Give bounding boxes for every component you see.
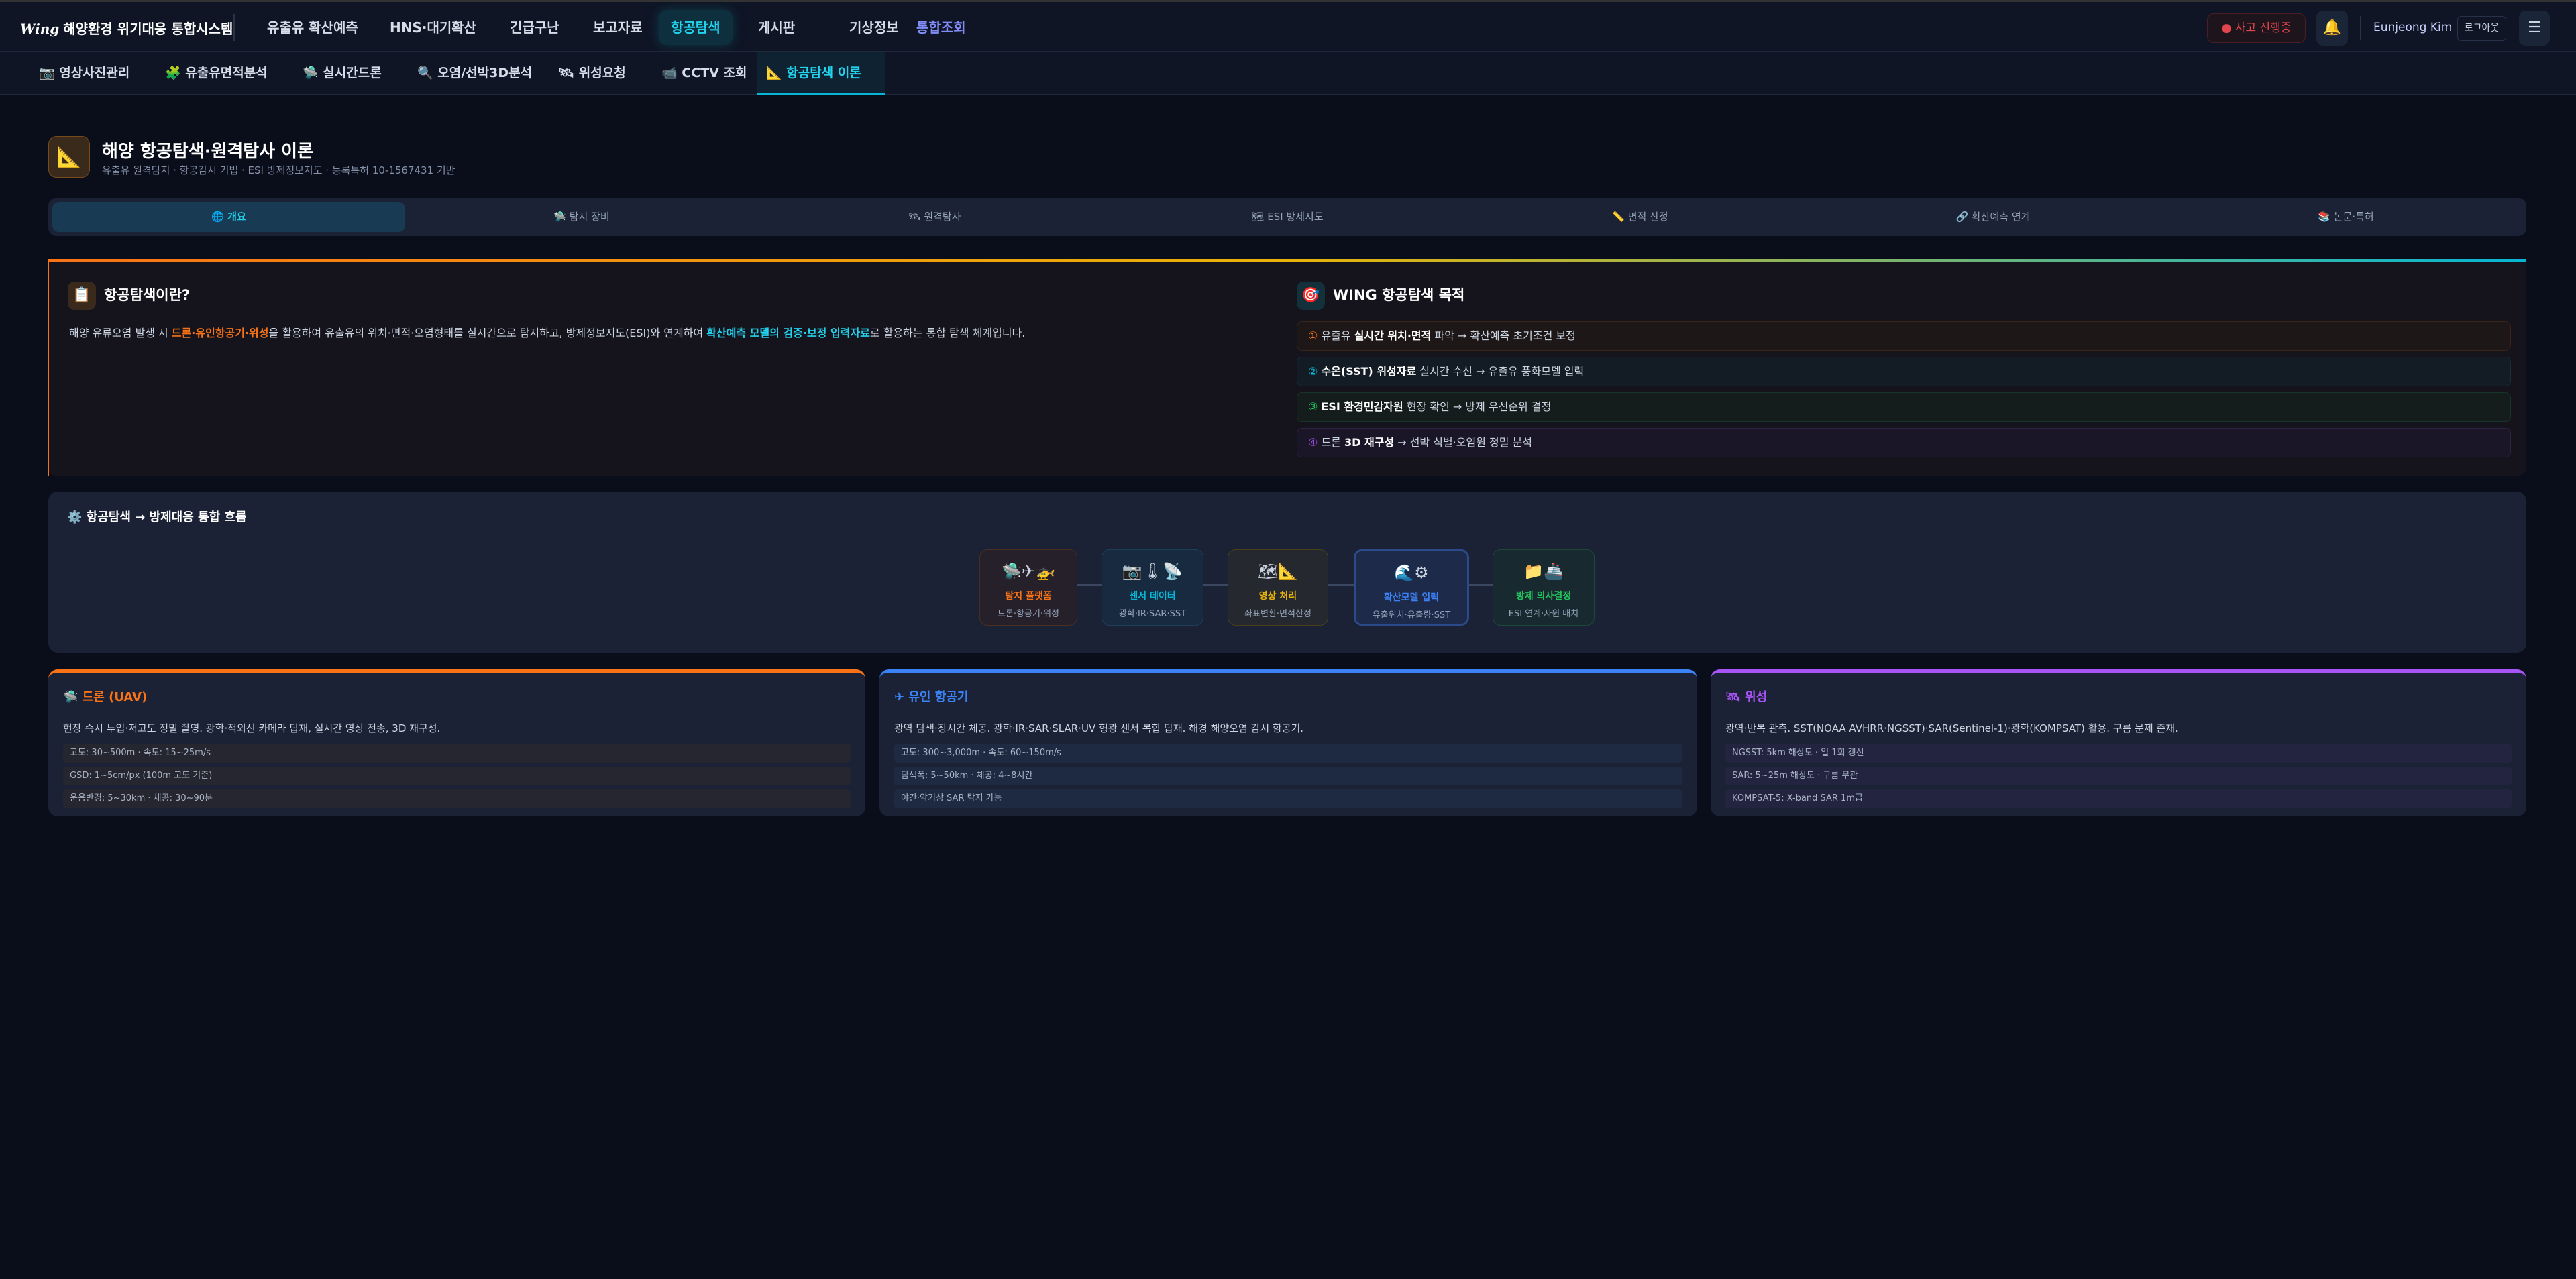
tab-overview[interactable]: 🌐 개요 [52, 202, 405, 232]
satellite-icon: 🛰 [558, 66, 575, 80]
flow-step: 🛸✈🚁 탐지 플랫폼 드론·항공기·위성 [979, 549, 1077, 626]
nav-rescue[interactable]: 긴급구난 [510, 19, 559, 36]
tab-prediction-link[interactable]: 🔗 확산예측 연계 [1955, 211, 2031, 223]
tab-area-calc[interactable]: 📏 면적 산정 [1612, 211, 1668, 223]
drone-icon: 🛸 [553, 211, 566, 223]
app-logo[interactable]: Wing 해양환경 위기대응 통합시스템 [20, 21, 233, 37]
sub-nav: 📷 영상사진관리 🧩 유출유면적분석 🛸 실시간드론 🔍 오염/선박3D분석 🛰… [0, 52, 2576, 95]
triangle-ruler-icon: 📐 [48, 136, 90, 178]
sensor-icons: 📷🌡📡 [1122, 562, 1183, 581]
flow-step: 🌊⚙ 확산모델 입력 유출위치·유출량·SST [1354, 549, 1469, 626]
airplane-icon: ✈ [894, 690, 905, 704]
subnav-drone[interactable]: 🛸 실시간드론 [303, 66, 382, 80]
theory-tabs: 🌐 개요 🛸 탐지 장비 🛰 원격탐사 🗺 ESI 방제지도 📏 면적 산정 🔗… [48, 198, 2526, 236]
books-icon: 📚 [2318, 211, 2330, 223]
target-icon: 🎯 [1297, 282, 1325, 310]
goal-item: ③ ESI 환경민감자원 현장 확인 → 방제 우선순위 결정 [1297, 392, 2511, 422]
spec-row: NGSST: 5km 해상도 · 일 1회 갱신 [1725, 744, 2512, 763]
model-icons: 🌊⚙ [1394, 563, 1429, 582]
subnav-3d[interactable]: 🔍 오염/선박3D분석 [417, 66, 533, 80]
nav-weather[interactable]: 기상정보 [849, 19, 899, 36]
top-bar: Wing 해양환경 위기대응 통합시스템 유출유 확산예측 HNS·대기확산 긴급… [0, 0, 2576, 52]
flow-step: 📷🌡📡 센서 데이터 광학·IR·SAR·SST [1102, 549, 1203, 626]
processing-icons: 🗺📐 [1257, 562, 1299, 581]
camera-icon: 📷 [39, 66, 55, 80]
divider [2360, 16, 2361, 40]
flow-card: ⚙️ 항공탐색 → 방제대응 통합 흐름 🛸✈🚁 탐지 플랫폼 드론·항공기·위성 … [48, 492, 2526, 653]
spec-row: 운용반경: 5~30km · 체공: 30~90분 [63, 789, 851, 808]
spec-row: 고도: 300~3,000m · 속도: 60~150m/s [894, 744, 1682, 763]
video-camera-icon: 📹 [661, 66, 678, 80]
spec-row: 야간·악기상 SAR 탐지 가능 [894, 789, 1682, 808]
search-icon: 🔍 [417, 66, 433, 80]
nav-aerial-search[interactable]: 항공탐색 [659, 10, 733, 45]
aircraft-card: ✈ 유인 항공기 광역 탐색·장시간 체공. 광학·IR·SAR·SLAR·UV… [879, 669, 1697, 816]
section-title: 📋 항공탐색이란? [68, 282, 190, 310]
nav-integrated[interactable]: 통합조회 [916, 19, 966, 36]
subnav-cctv[interactable]: 📹 CCTV 조회 [661, 66, 747, 80]
clipboard-icon: 📋 [68, 282, 96, 310]
drone-card: 🛸 드론 (UAV) 현장 즉시 투입·저고도 정밀 촬영. 광학·적외선 카메… [48, 669, 865, 816]
subnav-media[interactable]: 📷 영상사진관리 [39, 66, 130, 80]
flow-step: 🗺📐 영상 처리 좌표변환·면적산정 [1228, 549, 1328, 626]
menu-icon[interactable]: ☰ [2519, 11, 2550, 46]
subnav-theory[interactable]: 📐 항공탐색 이론 [757, 52, 885, 95]
ruler-icon: 📏 [1612, 211, 1625, 223]
incident-status-badge[interactable]: ● 사고 진행중 [2207, 13, 2306, 43]
logout-button[interactable]: 로그아웃 [2457, 16, 2506, 41]
subnav-satellite[interactable]: 🛰 위성요청 [558, 66, 626, 80]
tab-esi-map[interactable]: 🗺 ESI 방제지도 [1251, 211, 1324, 223]
satellite-card: 🛰 위성 광역·반복 관측. SST(NOAA AVHRR·NGSST)·SAR… [1711, 669, 2526, 816]
spec-row: KOMPSAT-5: X-band SAR 1m급 [1725, 789, 2512, 808]
goal-item: ① 유출유 실시간 위치·면적 파악 → 확산예측 초기조건 보정 [1297, 321, 2511, 351]
drone-icon: 🛸 [63, 690, 78, 704]
drone-icon: 🛸 [303, 66, 319, 80]
nav-hns[interactable]: HNS·대기확산 [390, 19, 477, 36]
nav-reports[interactable]: 보고자료 [593, 19, 643, 36]
user-name: Eunjeong Kim [2373, 21, 2453, 34]
tab-remote-sensing[interactable]: 🛰 원격탐사 [908, 211, 961, 223]
gear-icon: ⚙️ [67, 510, 83, 524]
map-icon: 🗺 [1251, 211, 1265, 223]
page-title: 해양 항공탐색·원격탐사 이론 [102, 142, 314, 162]
tab-papers[interactable]: 📚 논문·특허 [2318, 211, 2374, 223]
nav-board[interactable]: 게시판 [758, 19, 796, 36]
spec-row: 고도: 30~500m · 속도: 15~25m/s [63, 744, 851, 763]
platform-icons: 🛸✈🚁 [1002, 562, 1055, 581]
spec-row: 탐색폭: 5~50km · 체공: 4~8시간 [894, 767, 1682, 785]
goal-item: ④ 드론 3D 재구성 → 선박 식별·오염원 정밀 분석 [1297, 428, 2511, 457]
overview-card: 📋 항공탐색이란? 해양 유류오염 발생 시 드론·유인항공기·위성을 활용하여 … [48, 259, 2526, 476]
goal-title: 🎯 WING 항공탐색 목적 [1297, 282, 1464, 310]
subnav-area-analysis[interactable]: 🧩 유출유면적분석 [165, 66, 268, 80]
flow-step: 📁🚢 방제 의사결정 ESI 연계·자원 배치 [1493, 549, 1595, 626]
overview-description: 해양 유류오염 발생 시 드론·유인항공기·위성을 활용하여 유출유의 위치·면… [69, 327, 1026, 339]
satellite-icon: 🛰 [1725, 690, 1741, 704]
spec-row: SAR: 5~25m 해상도 · 구름 무관 [1725, 767, 2512, 785]
link-icon: 🔗 [1955, 211, 1969, 223]
tab-equipment[interactable]: 🛸 탐지 장비 [553, 211, 610, 223]
goal-item: ② 수온(SST) 위성자료 실시간 수신 → 유출유 풍화모델 입력 [1297, 357, 2511, 386]
flow-title: ⚙️ 항공탐색 → 방제대응 통합 흐름 [67, 510, 247, 524]
satellite-icon: 🛰 [908, 211, 921, 223]
nav-oil-spill[interactable]: 유출유 확산예측 [267, 19, 358, 36]
spec-row: GSD: 1~5cm/px (100m 고도 기준) [63, 767, 851, 785]
puzzle-icon: 🧩 [165, 66, 181, 80]
divider [233, 14, 235, 41]
arrow-icon [1469, 579, 1501, 590]
globe-icon: 🌐 [211, 211, 224, 223]
page-subtitle: 유출유 원격탐지 · 항공감시 기법 · ESI 방제정보지도 · 등록특허 1… [102, 164, 455, 176]
triangle-ruler-icon: 📐 [766, 66, 782, 80]
decision-icons: 📁🚢 [1523, 562, 1564, 581]
bell-icon[interactable]: 🔔 [2316, 11, 2348, 46]
